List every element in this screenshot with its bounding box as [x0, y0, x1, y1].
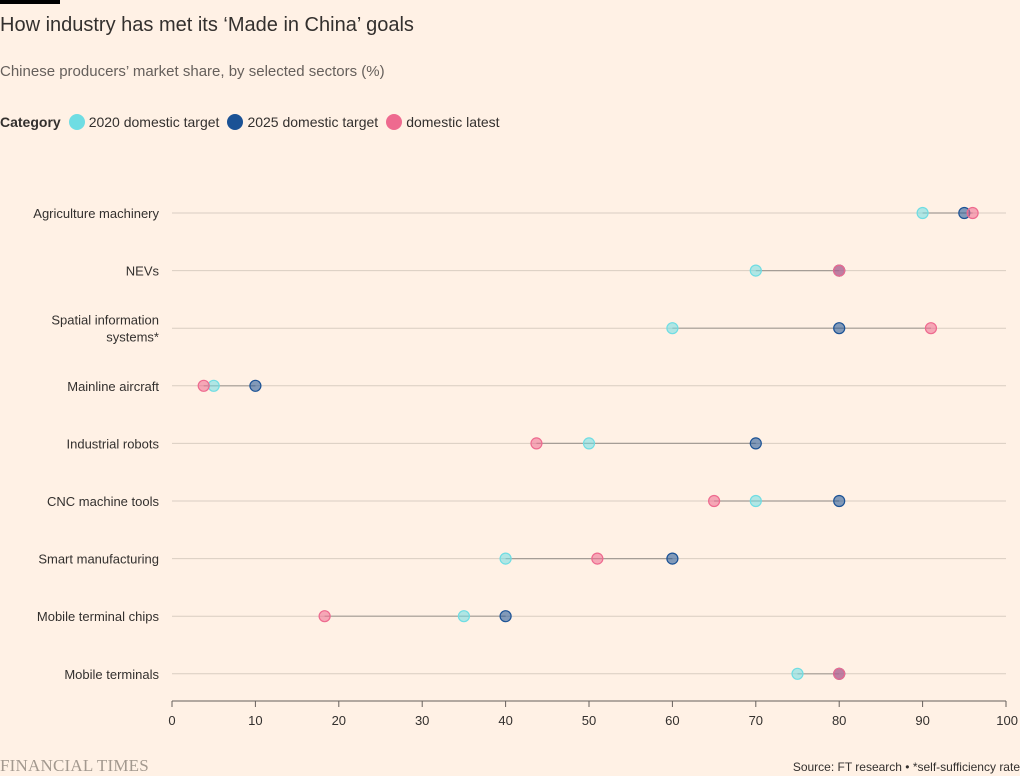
category-label: Industrial robots [67, 436, 160, 451]
data-dot [707, 494, 721, 508]
data-dot [249, 379, 262, 392]
data-dot [924, 322, 938, 335]
data-dot [749, 264, 762, 277]
data-dot [499, 552, 512, 565]
legend-label: 2020 domestic target [88, 114, 220, 130]
legend-item-2025-target: 2025 domestic target [227, 114, 378, 130]
data-dot [833, 494, 846, 508]
data-dot [833, 264, 846, 277]
data-dot [582, 437, 596, 450]
x-tick-label: 100 [996, 713, 1018, 728]
data-dot [833, 667, 846, 680]
chart-title: How industry has met its ‘Made in China’… [0, 14, 414, 36]
data-dot [791, 667, 804, 680]
x-tick-label: 50 [582, 713, 596, 728]
x-tick-label: 30 [415, 713, 429, 728]
x-tick-label: 80 [832, 713, 846, 728]
x-tick-label: 0 [168, 713, 175, 728]
category-label: Mobile terminal chips [37, 609, 160, 624]
data-dot [530, 437, 543, 450]
category-label: Mainline aircraft [67, 379, 159, 394]
legend-swatch [386, 114, 403, 130]
x-tick-label: 40 [498, 713, 512, 728]
x-tick-label: 20 [332, 713, 346, 728]
category-label: Agriculture machinery [33, 206, 159, 221]
data-dot [591, 552, 604, 565]
data-dot [749, 494, 762, 508]
dot-plot-chart: Agriculture machinery NEVs Spatial informa… [33, 206, 1018, 728]
data-dot [749, 437, 762, 450]
legend-swatch [227, 114, 244, 130]
category-label: Smart manufacturing [38, 552, 159, 567]
legend-label: 2025 domestic target [247, 114, 379, 130]
top-accent-bar [0, 0, 60, 4]
source-note: Source: FT research • *self-sufficiency … [792, 760, 1020, 774]
category-label: CNC machine tools [47, 494, 159, 509]
data-dot [499, 610, 512, 623]
legend-title: Category [0, 114, 61, 130]
legend-label: domestic latest [406, 114, 500, 130]
data-dot [318, 610, 331, 623]
data-dot [666, 322, 679, 335]
brand-logo-text: FINANCIAL TIMES [0, 756, 149, 775]
category-label: Spatial information systems* [51, 313, 159, 345]
x-tick-label: 60 [665, 713, 679, 728]
data-dot [207, 379, 220, 392]
x-tick-label: 90 [915, 713, 929, 728]
x-tick-label: 10 [248, 713, 262, 728]
data-dot [966, 206, 979, 220]
legend-item-2020-target: 2020 domestic target [68, 114, 220, 130]
data-dot [666, 552, 679, 565]
x-tick-label: 70 [749, 713, 763, 728]
data-dot [197, 379, 210, 392]
data-dot [833, 322, 846, 335]
data-dot [457, 610, 470, 623]
category-label: Mobile terminals [64, 667, 159, 682]
data-dot [916, 206, 929, 220]
legend-item-domestic-latest: domestic latest [386, 114, 500, 130]
legend-swatch [68, 114, 85, 130]
category-label: NEVs [126, 264, 160, 279]
legend: Category 2020 domestic target 2025 domes… [0, 114, 508, 130]
chart-subtitle: Chinese producers’ market share, by sele… [0, 63, 385, 80]
